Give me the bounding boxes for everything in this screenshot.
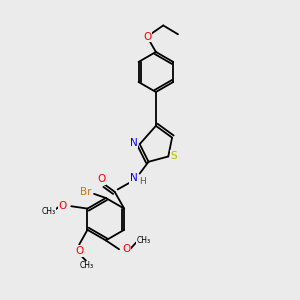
Text: CH₃: CH₃ (80, 261, 94, 270)
Text: CH₃: CH₃ (136, 236, 151, 245)
Text: N: N (130, 138, 138, 148)
Text: N: N (130, 173, 138, 183)
Text: S: S (171, 151, 178, 161)
Text: CH₃: CH₃ (41, 207, 56, 216)
Text: H: H (139, 177, 146, 186)
Text: O: O (143, 32, 151, 42)
Text: O: O (58, 201, 67, 211)
Text: Br: Br (80, 187, 92, 196)
Text: O: O (97, 174, 106, 184)
Text: O: O (122, 244, 130, 254)
Text: O: O (75, 246, 83, 256)
